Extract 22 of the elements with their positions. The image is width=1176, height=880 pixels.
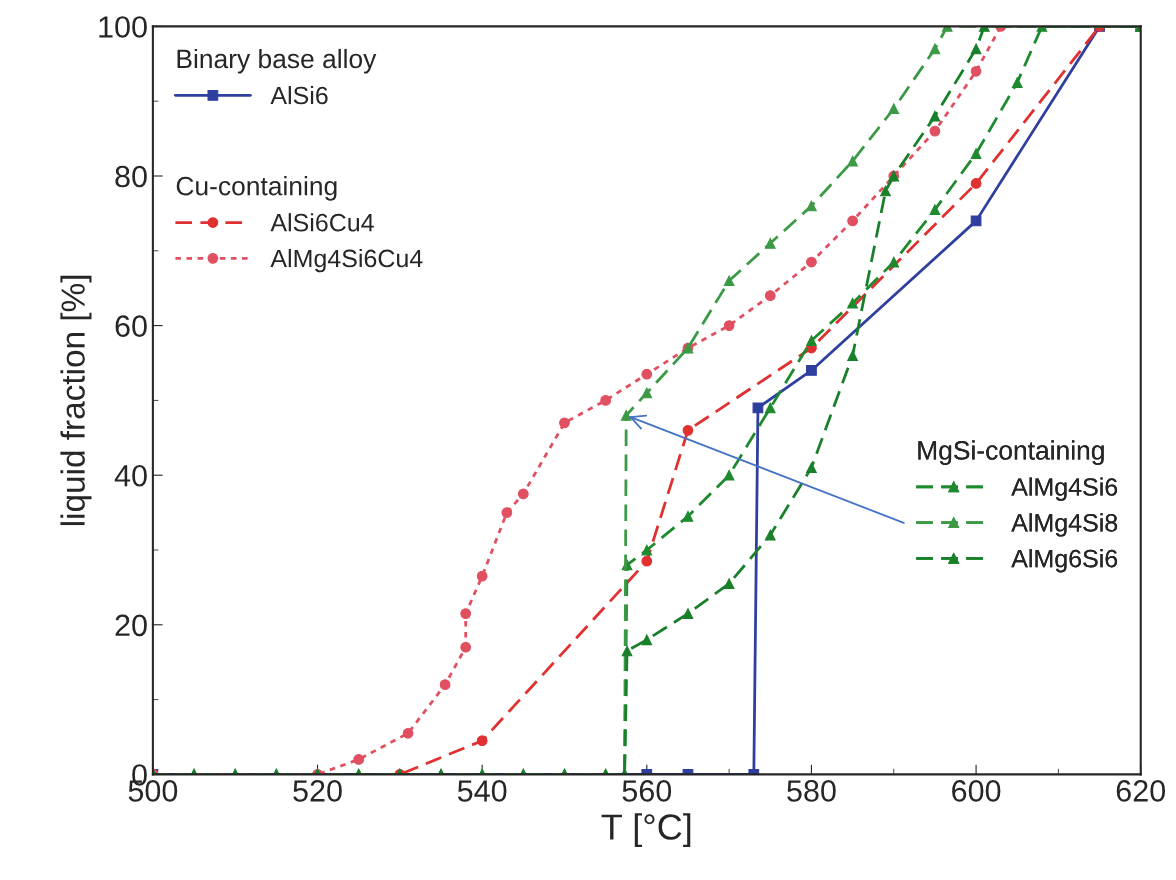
- legend-label: AlSi6Cu4: [270, 213, 374, 232]
- legend-label: AlMg6Si6: [1011, 549, 1118, 573]
- x-axis-title: T [°C]: [601, 813, 691, 847]
- x-tick-label: 580: [787, 780, 836, 802]
- y-tick-label: 80: [115, 165, 147, 188]
- y-tick-label: 60: [115, 315, 147, 337]
- x-tick-label: 520: [293, 780, 342, 802]
- y-axis-title: liquid fraction [%]: [60, 275, 92, 526]
- x-tick-label: 560: [622, 780, 672, 802]
- annotation: MgSi-containing: [918, 440, 1104, 465]
- y-tick-label: 20: [115, 614, 147, 637]
- y-tick-label: 100: [99, 16, 147, 38]
- legend-label: AlSi6: [270, 86, 328, 105]
- y-tick-label: 40: [114, 464, 147, 487]
- legend-label: AlMg4Si6: [1011, 477, 1118, 501]
- x-tick-label: 540: [457, 780, 507, 802]
- x-tick-label: 620: [1116, 780, 1166, 802]
- annotation: Binary base alloy: [177, 48, 377, 74]
- legend-label: AlMg4Si8: [1011, 513, 1118, 537]
- legend-label: AlMg4Si6Cu4: [270, 248, 423, 273]
- x-tick-label: 600: [952, 780, 1001, 802]
- annotation: Cu-containing: [176, 176, 337, 201]
